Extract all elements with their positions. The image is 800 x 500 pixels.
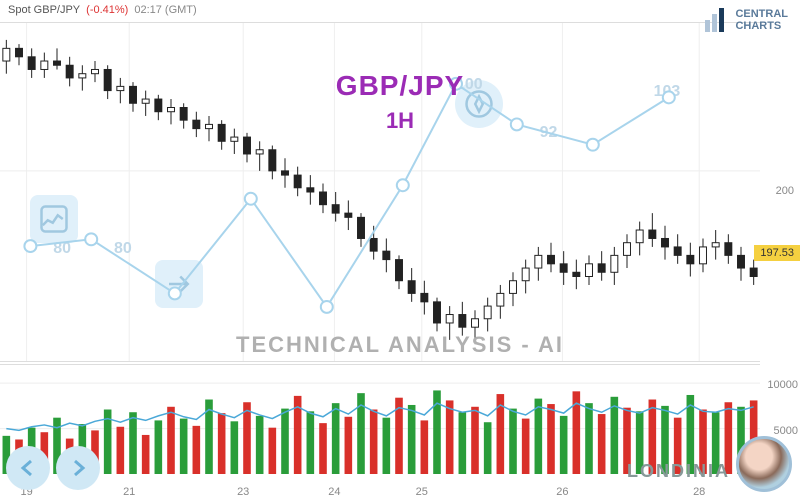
- volume-chart[interactable]: 10000 5000: [0, 364, 760, 474]
- logo[interactable]: CENTRALCHARTS: [705, 8, 788, 32]
- next-button[interactable]: [56, 446, 100, 490]
- logo-bars-icon: [705, 8, 729, 32]
- avatar-icon[interactable]: [736, 436, 792, 492]
- brand-label: LONDINIA: [627, 461, 730, 482]
- x-tick: 24: [328, 486, 340, 498]
- header-time: 02:17 (GMT): [134, 4, 196, 16]
- x-tick: 21: [123, 486, 135, 498]
- vol-tick-10000: 10000: [767, 379, 798, 391]
- y-tick-200: 200: [776, 185, 794, 197]
- subtitle: TECHNICAL ANALYSIS - AI: [236, 332, 564, 358]
- x-tick: 28: [693, 486, 705, 498]
- vol-tick-5000: 5000: [774, 425, 798, 437]
- x-tick: 23: [237, 486, 249, 498]
- price-badge: 197.53: [754, 245, 800, 261]
- logo-text: CENTRALCHARTS: [735, 8, 788, 32]
- pair-title: GBP/JPY: [336, 70, 464, 102]
- prev-button[interactable]: [6, 446, 50, 490]
- x-axis: 19212324252628: [0, 482, 760, 500]
- x-tick: 25: [416, 486, 428, 498]
- x-tick: 26: [556, 486, 568, 498]
- header-pair: Spot GBP/JPY: [8, 4, 80, 16]
- header-change: (-0.41%): [86, 4, 128, 16]
- timeframe-label: 1H: [386, 108, 414, 134]
